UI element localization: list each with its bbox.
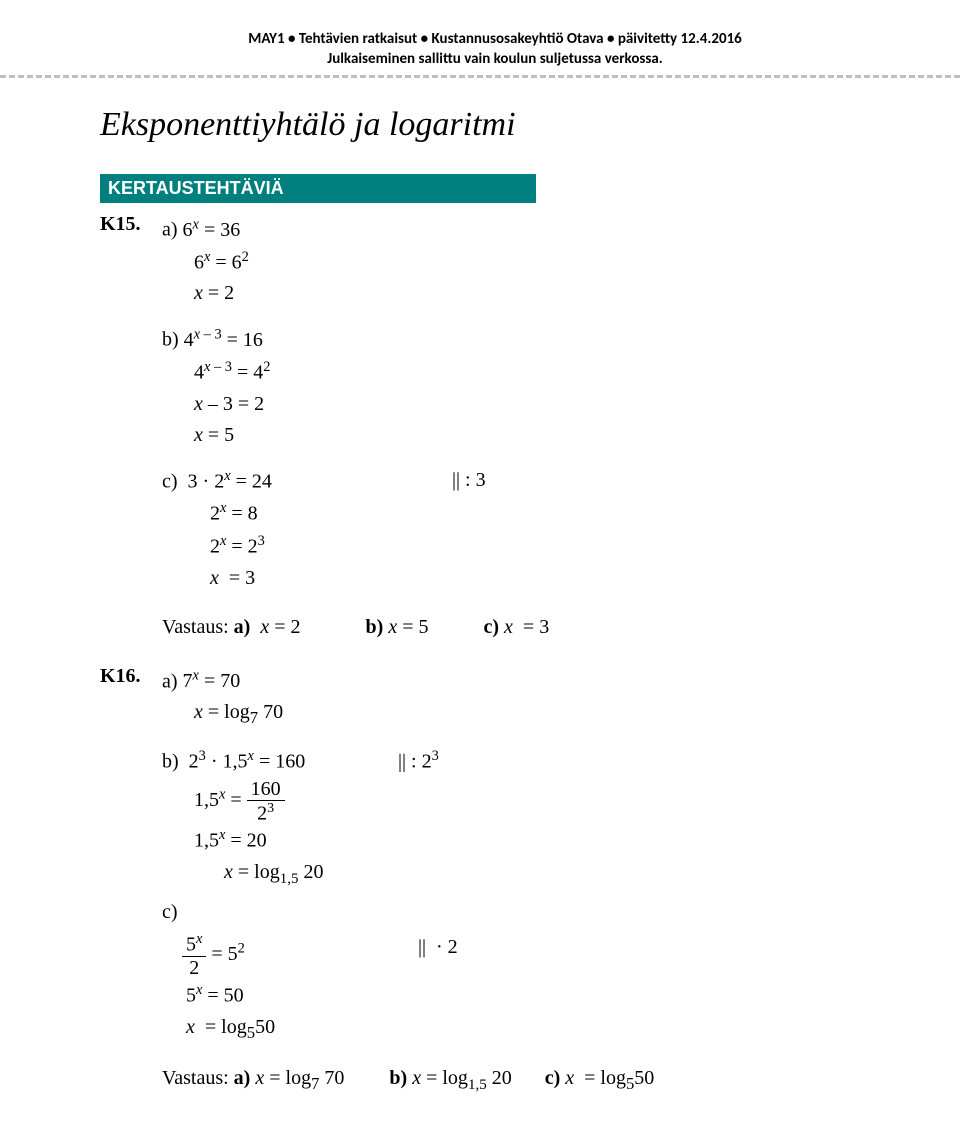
k16-b-frac: 160 23 [247,778,285,825]
k16-ans-a: Vastaus: a) x = log7 70 [162,1063,344,1097]
k16-b-l1-rhs: || : 23 [398,745,439,778]
k15-b-l2: 4x – 3 = 42 [162,356,890,389]
header-line-1: MAY1 • Tehtävien ratkaisut • Kustannusos… [100,30,890,50]
k15-ans-b: b) x = 5 [366,612,429,643]
k16-b-label: b) [162,751,179,773]
header-divider [0,75,960,78]
k15-b-l1: 4x – 3 = 16 [184,329,263,351]
k16-ans-b: b) x = log1,5 20 [389,1063,511,1097]
k16-answer: Vastaus: a) x = log7 70 b) x = log1,5 20… [162,1063,890,1097]
k16-c-l3: x = log550 [162,1012,890,1046]
k15-c-l2: 2x = 8 [162,497,890,530]
k16-c-label: c) [162,901,178,923]
k15-c-l3: 2x = 23 [162,530,890,563]
header-line-2: Julkaiseminen sallittu vain koulun sulje… [100,50,890,70]
k16-c-frac-num: 5x [182,932,206,957]
k15-c-l1-rhs: || : 3 [452,465,486,498]
k16-b-frac-num: 160 [247,778,285,801]
k15-c-l1: c) 3 · 2x = 24 || : 3 [162,465,890,498]
k16-c-frac: 5x 2 [182,932,206,979]
k16-b-l2: 1,5x = 160 23 [162,778,890,825]
k15-a-label: a) [162,219,178,241]
k16-c: c) 5x 2 = 52 || · 2 5x = 50 x = log550 [162,897,890,1045]
k15-c-label: c) [162,470,178,492]
k16-b-l1: b) 23 · 1,5x = 160 || : 23 [162,745,890,778]
k16-c-l1-rhs: || · 2 [418,932,458,979]
k15-a-l1: 6x = 36 [183,219,241,241]
page: MAY1 • Tehtävien ratkaisut • Kustannusos… [0,0,960,1148]
k15-a-l2: 6x = 62 [162,246,249,279]
k16-a-l1: 7x = 70 [183,670,241,692]
k16-c-frac-den: 2 [182,957,206,979]
k15-b-l4: x = 5 [162,420,890,451]
k15-body: a) 6x = 36 6x = 62 x = 2 [162,213,249,309]
k15-b: b) 4x – 3 = 16 4x – 3 = 42 x – 3 = 2 x =… [162,323,890,450]
k16-ans-c: c) x = log550 [545,1063,655,1097]
k16-c-l2: 5x = 50 [162,979,890,1012]
k16-number: K16. [100,665,162,688]
k15-a-l3: x = 2 [162,278,249,309]
k16-b-l3: 1,5x = 20 [162,824,890,857]
page-title: Eksponenttiyhtälö ja logaritmi [100,106,890,144]
page-header: MAY1 • Tehtävien ratkaisut • Kustannusos… [100,30,890,69]
k15-answer: Vastaus: a) x = 2 b) x = 5 c) x = 3 [162,612,890,643]
k15-ans-c: c) x = 3 [483,612,549,643]
section-badge: KERTAUSTEHTÄVIÄ [100,174,536,203]
k15-row: K15. a) 6x = 36 6x = 62 x = 2 [100,213,890,309]
k16-b: b) 23 · 1,5x = 160 || : 23 1,5x = 160 23… [162,745,890,891]
k15-ans-a: Vastaus: a) x = 2 [162,612,301,643]
k16-a-label: a) [162,670,178,692]
k16-body: a) 7x = 70 x = log7 70 [162,665,283,731]
k15-b-label: b) [162,329,179,351]
k15-number: K15. [100,213,162,236]
k16-a-l2: x = log7 70 [162,697,283,731]
k16-b-l4: x = log1,5 20 [162,857,890,891]
k15-c-l4: x = 3 [162,563,890,594]
k15-c: c) 3 · 2x = 24 || : 3 2x = 8 2x = 23 x =… [162,465,890,594]
k16-b-frac-den: 23 [247,801,285,825]
k16-c-l1: 5x 2 = 52 || · 2 [162,932,890,979]
k16-row: K16. a) 7x = 70 x = log7 70 [100,665,890,731]
k15-b-l3: x – 3 = 2 [162,389,890,420]
